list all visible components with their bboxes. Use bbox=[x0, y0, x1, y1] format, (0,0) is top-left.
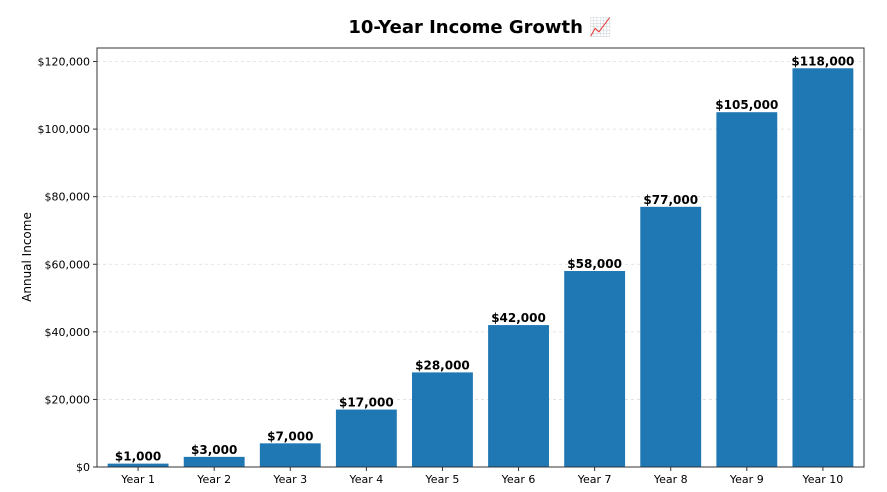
y-tick-label: $60,000 bbox=[45, 258, 91, 271]
bar bbox=[259, 443, 321, 467]
bar bbox=[412, 372, 473, 467]
data-label: $28,000 bbox=[415, 358, 470, 372]
x-tick-label: Year 1 bbox=[120, 473, 155, 486]
x-axis-ticks: Year 1 Year 2 Year 3 Year 4 Year 5 Year 6 Year… bbox=[120, 467, 843, 486]
bars bbox=[107, 68, 854, 468]
y-tick-label: $100,000 bbox=[38, 123, 91, 136]
bar bbox=[640, 206, 702, 467]
bar bbox=[183, 456, 245, 467]
y-tick-label: $20,000 bbox=[45, 393, 91, 406]
bar bbox=[107, 463, 169, 467]
data-label: $1,000 bbox=[115, 450, 161, 464]
bar bbox=[564, 271, 626, 467]
data-label: $105,000 bbox=[715, 98, 778, 112]
x-tick-label: Year 10 bbox=[802, 473, 844, 486]
data-label: $58,000 bbox=[567, 257, 622, 271]
bar bbox=[335, 409, 397, 467]
plot-frame bbox=[96, 47, 865, 468]
x-tick-label: Year 8 bbox=[653, 473, 688, 486]
data-label: $118,000 bbox=[791, 54, 854, 68]
data-label: $77,000 bbox=[643, 193, 698, 207]
y-tick-label: $120,000 bbox=[38, 56, 91, 69]
x-tick-label: Year 3 bbox=[272, 473, 307, 486]
x-tick-label: Year 6 bbox=[501, 473, 536, 486]
y-axis-ticks: $0 $20,000 $40,000 $60,000 $80,000 $100,000 $1… bbox=[38, 56, 97, 474]
y-tick-label: $40,000 bbox=[45, 326, 91, 339]
x-tick-label: Year 5 bbox=[425, 473, 460, 486]
y-tick-label: $80,000 bbox=[45, 191, 91, 204]
bar bbox=[716, 112, 778, 468]
bar bbox=[792, 68, 854, 467]
x-tick-label: Year 2 bbox=[196, 473, 231, 486]
x-tick-label: Year 7 bbox=[577, 473, 612, 486]
y-axis-label: Annual Income bbox=[20, 212, 34, 302]
data-label: $3,000 bbox=[191, 443, 237, 457]
data-label: $7,000 bbox=[267, 429, 313, 443]
data-label: $42,000 bbox=[491, 311, 546, 325]
y-tick-label: $0 bbox=[76, 461, 90, 474]
data-label: $17,000 bbox=[339, 396, 394, 410]
bar bbox=[488, 325, 549, 467]
x-tick-label: Year 9 bbox=[729, 473, 764, 486]
chart-title: 10-Year Income Growth 📈 bbox=[348, 16, 611, 38]
data-labels: $1,000 $3,000 $7,000 $17,000 $28,000 $42,000 $… bbox=[115, 54, 854, 463]
x-tick-label: Year 4 bbox=[348, 473, 383, 486]
